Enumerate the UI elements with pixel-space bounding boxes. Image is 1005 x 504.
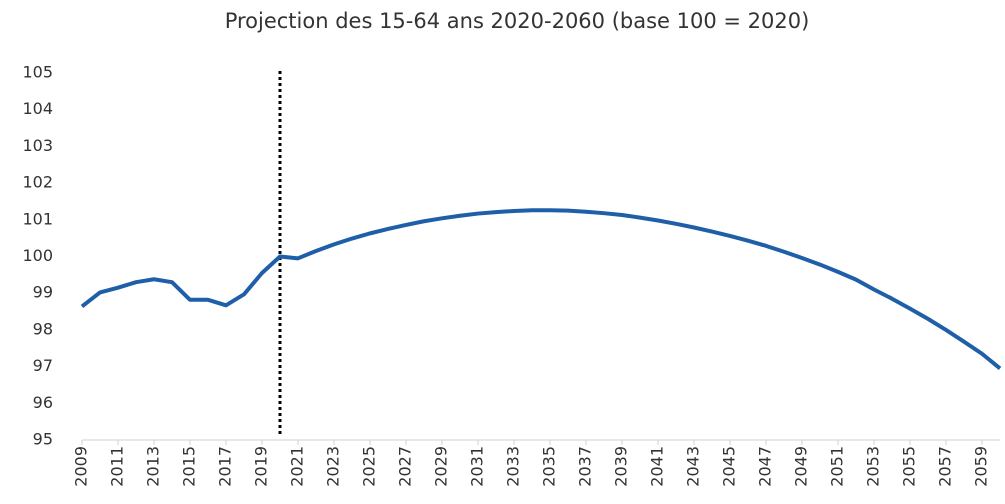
y-tick-label: 96	[33, 393, 53, 412]
x-tick-label: 2057	[936, 446, 955, 487]
x-tick-label: 2015	[180, 446, 199, 487]
x-tick-label: 2045	[720, 446, 739, 487]
x-tick-label: 2009	[72, 446, 91, 487]
x-tick-label: 2025	[360, 446, 379, 487]
x-tick-label: 2035	[540, 446, 559, 487]
x-tick-label: 2043	[684, 446, 703, 487]
x-tick-label: 2033	[504, 446, 523, 487]
x-tick-label: 2047	[756, 446, 775, 487]
x-tick-label: 2017	[216, 446, 235, 487]
y-tick-label: 102	[22, 173, 53, 192]
x-tick-label: 2027	[396, 446, 415, 487]
x-tick-label: 2023	[324, 446, 343, 487]
x-tick-label: 2021	[288, 446, 307, 487]
y-tick-label: 104	[22, 99, 53, 118]
y-tick-label: 99	[33, 283, 53, 302]
y-tick-label: 97	[33, 356, 53, 375]
x-tick-label: 2051	[828, 446, 847, 487]
x-tick-label: 2037	[576, 446, 595, 487]
x-tick-label: 2013	[144, 446, 163, 487]
chart-title: Projection des 15-64 ans 2020-2060 (base…	[225, 9, 810, 33]
x-tick-label: 2039	[612, 446, 631, 487]
x-tick-label: 2053	[864, 446, 883, 487]
x-tick-label: 2019	[252, 446, 271, 487]
x-tick-label: 2041	[648, 446, 667, 487]
y-tick-label: 101	[22, 209, 53, 228]
x-tick-label: 2011	[108, 446, 127, 487]
y-tick-label: 100	[22, 246, 53, 265]
y-tick-label: 105	[22, 63, 53, 82]
x-tick-label: 2049	[792, 446, 811, 487]
data-line	[80, 208, 1002, 370]
x-tick-label: 2055	[900, 446, 919, 487]
x-tick-label: 2031	[468, 446, 487, 487]
x-tick-label: 2059	[972, 446, 991, 487]
y-tick-label: 98	[33, 319, 53, 338]
y-tick-label: 95	[33, 430, 53, 449]
x-tick-label: 2029	[432, 446, 451, 487]
y-tick-label: 103	[22, 136, 53, 155]
